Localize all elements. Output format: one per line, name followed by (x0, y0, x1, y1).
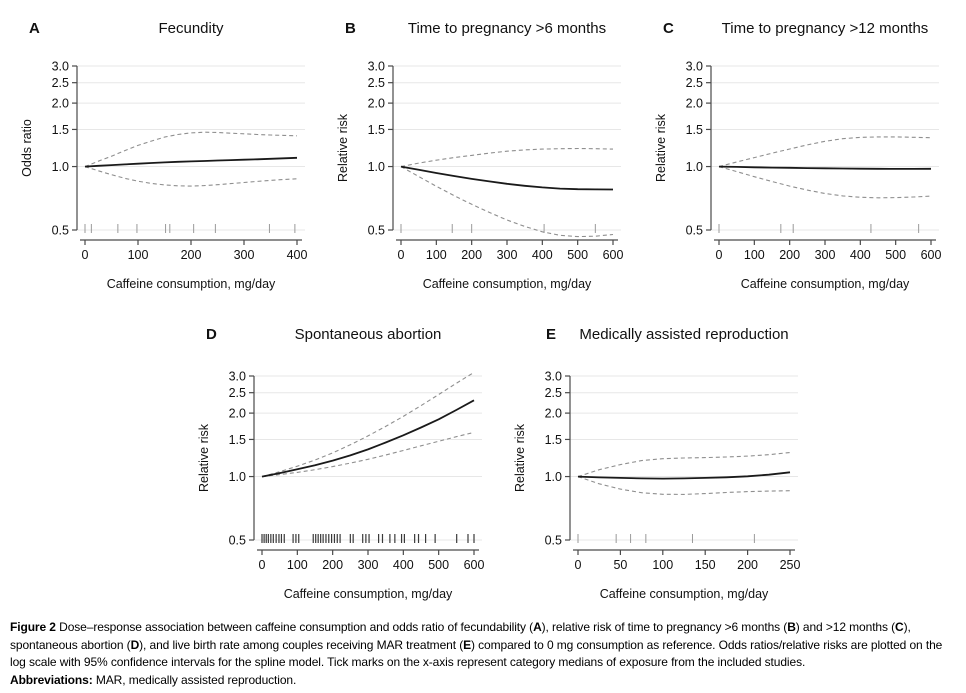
svg-text:500: 500 (885, 248, 906, 262)
svg-text:1.0: 1.0 (545, 470, 562, 484)
svg-text:250: 250 (780, 558, 801, 572)
svg-text:3.0: 3.0 (545, 370, 562, 384)
svg-text:1.5: 1.5 (545, 433, 562, 447)
panel-e-letter: E (546, 326, 557, 343)
caption-main: Figure 2 Dose–response association betwe… (10, 620, 943, 670)
svg-text:600: 600 (464, 558, 485, 572)
svg-text:1.0: 1.0 (368, 160, 385, 174)
svg-text:200: 200 (322, 558, 343, 572)
panel-d-letter: D (206, 326, 217, 343)
panel-a: A Fecundity 0.5 1.0 1.5 2.0 2.5 3.0 0 100 200 300… (15, 12, 325, 308)
svg-text:500: 500 (428, 558, 449, 572)
panel-a-chart: 0.5 1.0 1.5 2.0 2.5 3.0 0 100 200 300 400 Caffeine … (20, 60, 308, 292)
svg-text:2.5: 2.5 (545, 386, 562, 400)
svg-text:Caffeine consumption, mg/day: Caffeine consumption, mg/day (284, 587, 453, 601)
panel-d-chart: 0.5 1.0 1.5 2.0 2.5 3.0 0 100 200 300 400 500 600 Caf… (197, 370, 485, 602)
svg-text:0.5: 0.5 (52, 224, 69, 238)
svg-text:300: 300 (234, 248, 255, 262)
svg-text:400: 400 (850, 248, 871, 262)
svg-text:3.0: 3.0 (368, 60, 385, 74)
svg-text:1.5: 1.5 (229, 433, 246, 447)
svg-text:Relative risk: Relative risk (654, 113, 668, 182)
svg-text:200: 200 (779, 248, 800, 262)
svg-text:600: 600 (921, 248, 942, 262)
svg-text:3.0: 3.0 (686, 60, 703, 74)
panel-c-chart: 0.5 1.0 1.5 2.0 2.5 3.0 0 100 200 300 400 500 600 Caf… (654, 60, 942, 292)
svg-text:500: 500 (567, 248, 588, 262)
svg-text:0: 0 (575, 558, 582, 572)
panel-c: C Time to pregnancy >12 months 0.5 1.0 1.5… (649, 12, 959, 308)
svg-text:100: 100 (287, 558, 308, 572)
svg-text:2.5: 2.5 (52, 76, 69, 90)
panel-c-title: Time to pregnancy >12 months (721, 20, 929, 37)
panel-b-letter: B (345, 20, 356, 37)
svg-text:100: 100 (426, 248, 447, 262)
svg-text:100: 100 (652, 558, 673, 572)
svg-text:3.0: 3.0 (52, 60, 69, 74)
panel-d: D Spontaneous abortion 0.5 1.0 1.5 2.0 2.5 3.… (192, 318, 502, 618)
panel-e-chart: 0.5 1.0 1.5 2.0 2.5 3.0 0 50 100 150 200 250 Caffein… (513, 370, 801, 602)
svg-text:Relative risk: Relative risk (336, 113, 350, 182)
panel-b: B Time to pregnancy >6 months 0.5 1.0 1.5 2… (331, 12, 641, 308)
svg-text:Caffeine consumption, mg/day: Caffeine consumption, mg/day (600, 587, 769, 601)
caption-abbrev: Abbreviations: MAR, medically assisted r… (10, 672, 297, 687)
svg-text:0.5: 0.5 (545, 534, 562, 548)
svg-text:2.0: 2.0 (368, 97, 385, 111)
svg-text:Caffeine consumption, mg/day: Caffeine consumption, mg/day (107, 277, 276, 291)
svg-text:200: 200 (737, 558, 758, 572)
svg-text:Relative risk: Relative risk (197, 423, 211, 492)
svg-text:100: 100 (128, 248, 149, 262)
svg-text:1.5: 1.5 (686, 123, 703, 137)
panel-e: E Medically assisted reproduction 0.5 1.0… (508, 318, 818, 618)
svg-text:0: 0 (716, 248, 723, 262)
svg-text:1.5: 1.5 (52, 123, 69, 137)
svg-text:300: 300 (358, 558, 379, 572)
svg-text:0.5: 0.5 (229, 534, 246, 548)
svg-text:3.0: 3.0 (229, 370, 246, 384)
svg-text:1.0: 1.0 (686, 160, 703, 174)
svg-text:Relative risk: Relative risk (513, 423, 527, 492)
panel-b-title: Time to pregnancy >6 months (407, 20, 607, 37)
panel-d-title: Spontaneous abortion (294, 326, 442, 343)
svg-text:400: 400 (393, 558, 414, 572)
svg-text:2.5: 2.5 (686, 76, 703, 90)
svg-text:150: 150 (695, 558, 716, 572)
svg-text:300: 300 (497, 248, 518, 262)
svg-text:600: 600 (603, 248, 624, 262)
panel-a-letter: A (29, 20, 40, 37)
panel-a-title: Fecundity (158, 20, 224, 37)
svg-text:0.5: 0.5 (368, 224, 385, 238)
svg-text:2.5: 2.5 (368, 76, 385, 90)
svg-text:0: 0 (82, 248, 89, 262)
svg-text:100: 100 (744, 248, 765, 262)
svg-text:2.0: 2.0 (229, 407, 246, 421)
svg-text:0: 0 (398, 248, 405, 262)
svg-text:Caffeine consumption, mg/day: Caffeine consumption, mg/day (741, 277, 910, 291)
svg-text:0: 0 (259, 558, 266, 572)
panel-b-chart: 0.5 1.0 1.5 2.0 2.5 3.0 0 100 200 300 400 500 600 Caf… (336, 60, 624, 292)
svg-text:0.5: 0.5 (686, 224, 703, 238)
svg-text:2.0: 2.0 (545, 407, 562, 421)
svg-text:200: 200 (181, 248, 202, 262)
panel-c-letter: C (663, 20, 674, 37)
svg-text:50: 50 (613, 558, 627, 572)
svg-text:2.0: 2.0 (52, 97, 69, 111)
svg-text:300: 300 (815, 248, 836, 262)
svg-text:Odds ratio: Odds ratio (20, 119, 34, 177)
svg-text:200: 200 (461, 248, 482, 262)
svg-text:400: 400 (287, 248, 308, 262)
svg-text:2.5: 2.5 (229, 386, 246, 400)
svg-text:400: 400 (532, 248, 553, 262)
figure-caption: Figure 2 Dose–response association betwe… (10, 619, 958, 689)
svg-text:1.0: 1.0 (229, 470, 246, 484)
panel-e-title: Medically assisted reproduction (579, 326, 789, 343)
svg-text:2.0: 2.0 (686, 97, 703, 111)
svg-text:1.5: 1.5 (368, 123, 385, 137)
svg-text:1.0: 1.0 (52, 160, 69, 174)
svg-text:Caffeine consumption, mg/day: Caffeine consumption, mg/day (423, 277, 592, 291)
